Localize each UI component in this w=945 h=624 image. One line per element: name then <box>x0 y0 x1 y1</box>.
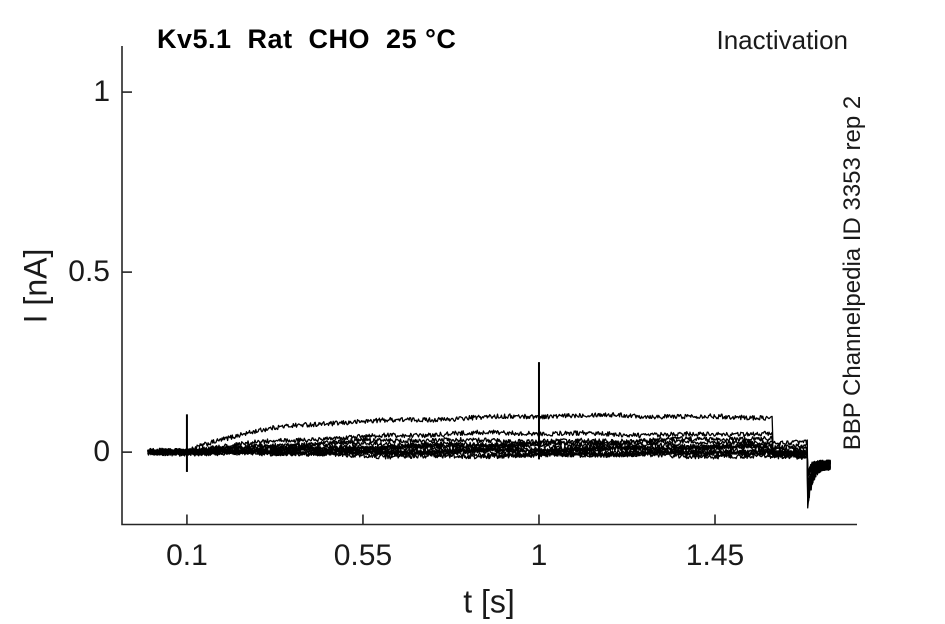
x-tick-label-1.45: 1.45 <box>685 539 745 572</box>
traces-group <box>147 412 831 509</box>
current-trace-sweep-11 <box>147 449 831 473</box>
y-tick-label-1: 1 <box>93 75 110 109</box>
x-tick-label-1: 1 <box>530 539 548 572</box>
x-axis-label: t [s] <box>463 583 515 620</box>
current-trace-sweep-01 <box>147 412 831 509</box>
y-tick-label-0.5: 0.5 <box>68 255 110 289</box>
protocol-label: Inactivation <box>716 25 848 55</box>
current-trace-sweep-02 <box>147 429 831 505</box>
y-tick-label-0: 0 <box>93 435 110 469</box>
chart-title: Kv5.1 Rat CHO 25 °C <box>157 24 457 54</box>
current-trace-sweep-12 <box>147 448 831 472</box>
current-trace-sweep-04 <box>147 438 831 498</box>
current-trace-sweep-03 <box>147 435 831 502</box>
x-tick-label-0.55: 0.55 <box>333 539 393 572</box>
axes-spines <box>121 46 857 526</box>
x-tick-label-0.1: 0.1 <box>166 539 208 572</box>
